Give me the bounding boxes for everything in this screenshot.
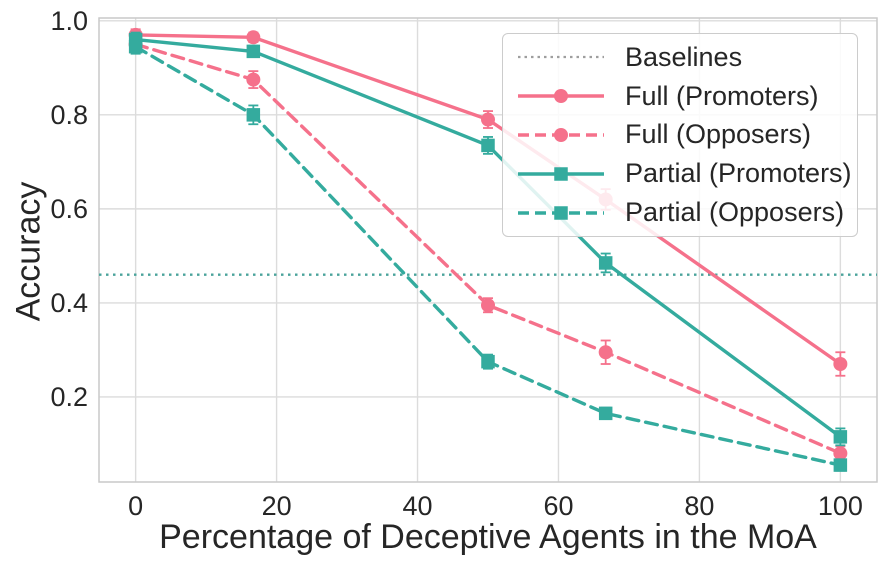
legend-label: Baselines (625, 41, 743, 72)
y-axis-title: Accuracy (9, 181, 48, 322)
square-marker (128, 39, 143, 54)
legend-item-baselines: Baselines (515, 42, 851, 72)
legend-sample-line-icon (518, 89, 604, 104)
legend-square-marker-icon (554, 205, 568, 220)
circle-marker (246, 30, 261, 45)
y-tick-label: 1.0 (50, 6, 88, 36)
x-tick-label: 60 (543, 491, 573, 521)
legend: Baselines Full (Promoters) Full (Opposers)… (502, 33, 858, 237)
square-marker (481, 354, 495, 369)
square-marker (246, 108, 261, 122)
x-tick-label: 80 (684, 491, 714, 521)
legend-sample-line-icon (518, 167, 604, 181)
legend-circle-marker-icon (554, 127, 568, 142)
x-tick-label: 40 (403, 491, 433, 521)
legend-sample-line-icon (518, 205, 604, 220)
legend-item-full-promoters: Full (Promoters) (515, 81, 851, 111)
plot-border (98, 17, 878, 483)
square-marker (833, 430, 848, 444)
legend-circle-marker-icon (554, 89, 568, 104)
square-marker (481, 138, 495, 153)
x-tick-label: 20 (262, 491, 292, 521)
legend-label: Full (Opposers) (625, 119, 812, 150)
circle-marker (598, 345, 613, 360)
square-marker (598, 256, 613, 270)
legend-label: Full (Promoters) (625, 80, 819, 111)
tick-labels: 0 20 40 60 80 100 0.2 0.4 0.6 0.8 1.0 (50, 6, 862, 521)
circle-marker (481, 112, 495, 127)
legend-sample-line-icon (518, 127, 604, 142)
x-tick-label: 0 (128, 491, 143, 521)
legend-sample-line-icon (518, 56, 604, 59)
legend-label: Partial (Promoters) (625, 158, 852, 189)
legend-label: Partial (Opposers) (625, 197, 845, 228)
legend-item-partial-promoters: Partial (Promoters) (515, 158, 852, 189)
y-tick-label: 0.2 (50, 382, 88, 412)
legend-item-partial-opposers: Partial (Opposers) (515, 198, 851, 228)
x-tick-label: 100 (818, 491, 863, 521)
circle-marker (833, 357, 848, 372)
circle-marker (481, 298, 495, 313)
y-tick-label: 0.6 (50, 194, 88, 224)
square-marker (598, 406, 613, 421)
square-marker (246, 44, 261, 59)
y-tick-label: 0.8 (50, 100, 88, 130)
legend-square-marker-icon (554, 167, 568, 181)
series-partial-opposers (128, 38, 848, 472)
y-tick-label: 0.4 (50, 288, 88, 318)
square-marker (833, 458, 848, 472)
circle-marker (246, 72, 261, 87)
circle-marker (833, 446, 848, 461)
x-axis-title: Percentage of Deceptive Agents in the Mo… (159, 518, 817, 556)
legend-item-full-opposers: Full (Opposers) (515, 120, 851, 150)
